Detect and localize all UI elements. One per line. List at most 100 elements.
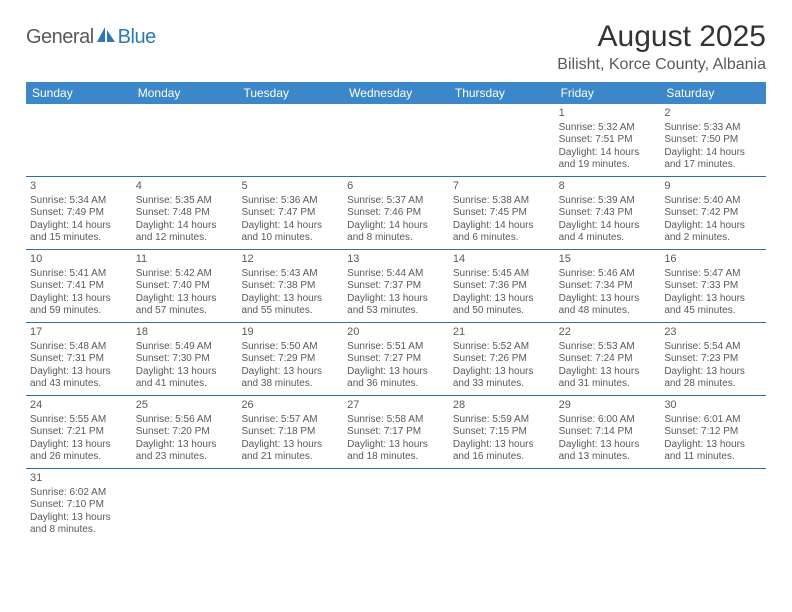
- day-number: 24: [30, 399, 128, 413]
- sunrise-line: Sunrise: 6:01 AM: [664, 414, 762, 427]
- day-cell: 24Sunrise: 5:55 AMSunset: 7:21 PMDayligh…: [26, 396, 132, 468]
- day-number: 10: [30, 253, 128, 267]
- sunset-line: Sunset: 7:49 PM: [30, 207, 128, 220]
- day-number: 5: [241, 180, 339, 194]
- sunrise-line: Sunrise: 5:37 AM: [347, 195, 445, 208]
- day-cell: 29Sunrise: 6:00 AMSunset: 7:14 PMDayligh…: [555, 396, 661, 468]
- sunrise-line: Sunrise: 5:50 AM: [241, 341, 339, 354]
- empty-cell: [660, 469, 766, 541]
- weekday-header: Wednesday: [343, 82, 449, 104]
- sunrise-line: Sunrise: 5:49 AM: [136, 341, 234, 354]
- day-cell: 15Sunrise: 5:46 AMSunset: 7:34 PMDayligh…: [555, 250, 661, 322]
- day-number: 15: [559, 253, 657, 267]
- daylight-line: Daylight: 13 hours and 57 minutes.: [136, 293, 234, 318]
- day-number: 12: [241, 253, 339, 267]
- sunrise-line: Sunrise: 5:58 AM: [347, 414, 445, 427]
- sunrise-line: Sunrise: 5:53 AM: [559, 341, 657, 354]
- day-cell: 22Sunrise: 5:53 AMSunset: 7:24 PMDayligh…: [555, 323, 661, 395]
- day-cell: 9Sunrise: 5:40 AMSunset: 7:42 PMDaylight…: [660, 177, 766, 249]
- day-cell: 2Sunrise: 5:33 AMSunset: 7:50 PMDaylight…: [660, 104, 766, 176]
- sunset-line: Sunset: 7:34 PM: [559, 280, 657, 293]
- sunset-line: Sunset: 7:27 PM: [347, 353, 445, 366]
- day-number: 3: [30, 180, 128, 194]
- day-cell: 4Sunrise: 5:35 AMSunset: 7:48 PMDaylight…: [132, 177, 238, 249]
- day-number: 22: [559, 326, 657, 340]
- sunrise-line: Sunrise: 5:54 AM: [664, 341, 762, 354]
- sunset-line: Sunset: 7:42 PM: [664, 207, 762, 220]
- weekday-header-row: SundayMondayTuesdayWednesdayThursdayFrid…: [26, 82, 766, 104]
- sunrise-line: Sunrise: 5:41 AM: [30, 268, 128, 281]
- weekday-header: Friday: [555, 82, 661, 104]
- day-cell: 23Sunrise: 5:54 AMSunset: 7:23 PMDayligh…: [660, 323, 766, 395]
- sunset-line: Sunset: 7:50 PM: [664, 134, 762, 147]
- day-number: 28: [453, 399, 551, 413]
- sunrise-line: Sunrise: 5:32 AM: [559, 122, 657, 135]
- day-cell: 18Sunrise: 5:49 AMSunset: 7:30 PMDayligh…: [132, 323, 238, 395]
- day-cell: 14Sunrise: 5:45 AMSunset: 7:36 PMDayligh…: [449, 250, 555, 322]
- week-row: 3Sunrise: 5:34 AMSunset: 7:49 PMDaylight…: [26, 177, 766, 250]
- daylight-line: Daylight: 14 hours and 15 minutes.: [30, 220, 128, 245]
- daylight-line: Daylight: 13 hours and 21 minutes.: [241, 439, 339, 464]
- sunset-line: Sunset: 7:31 PM: [30, 353, 128, 366]
- sunset-line: Sunset: 7:37 PM: [347, 280, 445, 293]
- day-number: 14: [453, 253, 551, 267]
- daylight-line: Daylight: 13 hours and 26 minutes.: [30, 439, 128, 464]
- day-cell: 25Sunrise: 5:56 AMSunset: 7:20 PMDayligh…: [132, 396, 238, 468]
- daylight-line: Daylight: 13 hours and 13 minutes.: [559, 439, 657, 464]
- day-number: 9: [664, 180, 762, 194]
- sunrise-line: Sunrise: 5:34 AM: [30, 195, 128, 208]
- sunset-line: Sunset: 7:38 PM: [241, 280, 339, 293]
- weekday-header: Thursday: [449, 82, 555, 104]
- daylight-line: Daylight: 13 hours and 38 minutes.: [241, 366, 339, 391]
- daylight-line: Daylight: 13 hours and 18 minutes.: [347, 439, 445, 464]
- sunrise-line: Sunrise: 5:59 AM: [453, 414, 551, 427]
- day-cell: 6Sunrise: 5:37 AMSunset: 7:46 PMDaylight…: [343, 177, 449, 249]
- daylight-line: Daylight: 13 hours and 55 minutes.: [241, 293, 339, 318]
- sunset-line: Sunset: 7:14 PM: [559, 426, 657, 439]
- sunset-line: Sunset: 7:36 PM: [453, 280, 551, 293]
- daylight-line: Daylight: 13 hours and 36 minutes.: [347, 366, 445, 391]
- daylight-line: Daylight: 13 hours and 23 minutes.: [136, 439, 234, 464]
- day-cell: 19Sunrise: 5:50 AMSunset: 7:29 PMDayligh…: [237, 323, 343, 395]
- sunset-line: Sunset: 7:21 PM: [30, 426, 128, 439]
- week-row: 31Sunrise: 6:02 AMSunset: 7:10 PMDayligh…: [26, 469, 766, 541]
- week-row: 1Sunrise: 5:32 AMSunset: 7:51 PMDaylight…: [26, 104, 766, 177]
- daylight-line: Daylight: 13 hours and 16 minutes.: [453, 439, 551, 464]
- daylight-line: Daylight: 13 hours and 43 minutes.: [30, 366, 128, 391]
- daylight-line: Daylight: 13 hours and 53 minutes.: [347, 293, 445, 318]
- sunrise-line: Sunrise: 6:02 AM: [30, 487, 128, 500]
- daylight-line: Daylight: 13 hours and 11 minutes.: [664, 439, 762, 464]
- day-cell: 28Sunrise: 5:59 AMSunset: 7:15 PMDayligh…: [449, 396, 555, 468]
- sunset-line: Sunset: 7:29 PM: [241, 353, 339, 366]
- sunrise-line: Sunrise: 5:43 AM: [241, 268, 339, 281]
- day-cell: 16Sunrise: 5:47 AMSunset: 7:33 PMDayligh…: [660, 250, 766, 322]
- day-number: 20: [347, 326, 445, 340]
- day-number: 1: [559, 107, 657, 121]
- sunset-line: Sunset: 7:47 PM: [241, 207, 339, 220]
- sunset-line: Sunset: 7:24 PM: [559, 353, 657, 366]
- empty-cell: [449, 469, 555, 541]
- sunset-line: Sunset: 7:30 PM: [136, 353, 234, 366]
- empty-cell: [343, 469, 449, 541]
- sunset-line: Sunset: 7:15 PM: [453, 426, 551, 439]
- day-cell: 11Sunrise: 5:42 AMSunset: 7:40 PMDayligh…: [132, 250, 238, 322]
- weeks-container: 1Sunrise: 5:32 AMSunset: 7:51 PMDaylight…: [26, 104, 766, 541]
- day-number: 29: [559, 399, 657, 413]
- empty-cell: [343, 104, 449, 176]
- daylight-line: Daylight: 13 hours and 33 minutes.: [453, 366, 551, 391]
- sunset-line: Sunset: 7:45 PM: [453, 207, 551, 220]
- day-cell: 21Sunrise: 5:52 AMSunset: 7:26 PMDayligh…: [449, 323, 555, 395]
- daylight-line: Daylight: 14 hours and 12 minutes.: [136, 220, 234, 245]
- sunset-line: Sunset: 7:26 PM: [453, 353, 551, 366]
- daylight-line: Daylight: 13 hours and 50 minutes.: [453, 293, 551, 318]
- sunset-line: Sunset: 7:18 PM: [241, 426, 339, 439]
- weekday-header: Tuesday: [237, 82, 343, 104]
- logo-text-general: General: [26, 26, 94, 49]
- day-cell: 17Sunrise: 5:48 AMSunset: 7:31 PMDayligh…: [26, 323, 132, 395]
- logo: General Blue: [26, 26, 156, 49]
- day-number: 27: [347, 399, 445, 413]
- sunrise-line: Sunrise: 5:44 AM: [347, 268, 445, 281]
- sunset-line: Sunset: 7:17 PM: [347, 426, 445, 439]
- location-text: Bilisht, Korce County, Albania: [557, 56, 766, 74]
- empty-cell: [132, 469, 238, 541]
